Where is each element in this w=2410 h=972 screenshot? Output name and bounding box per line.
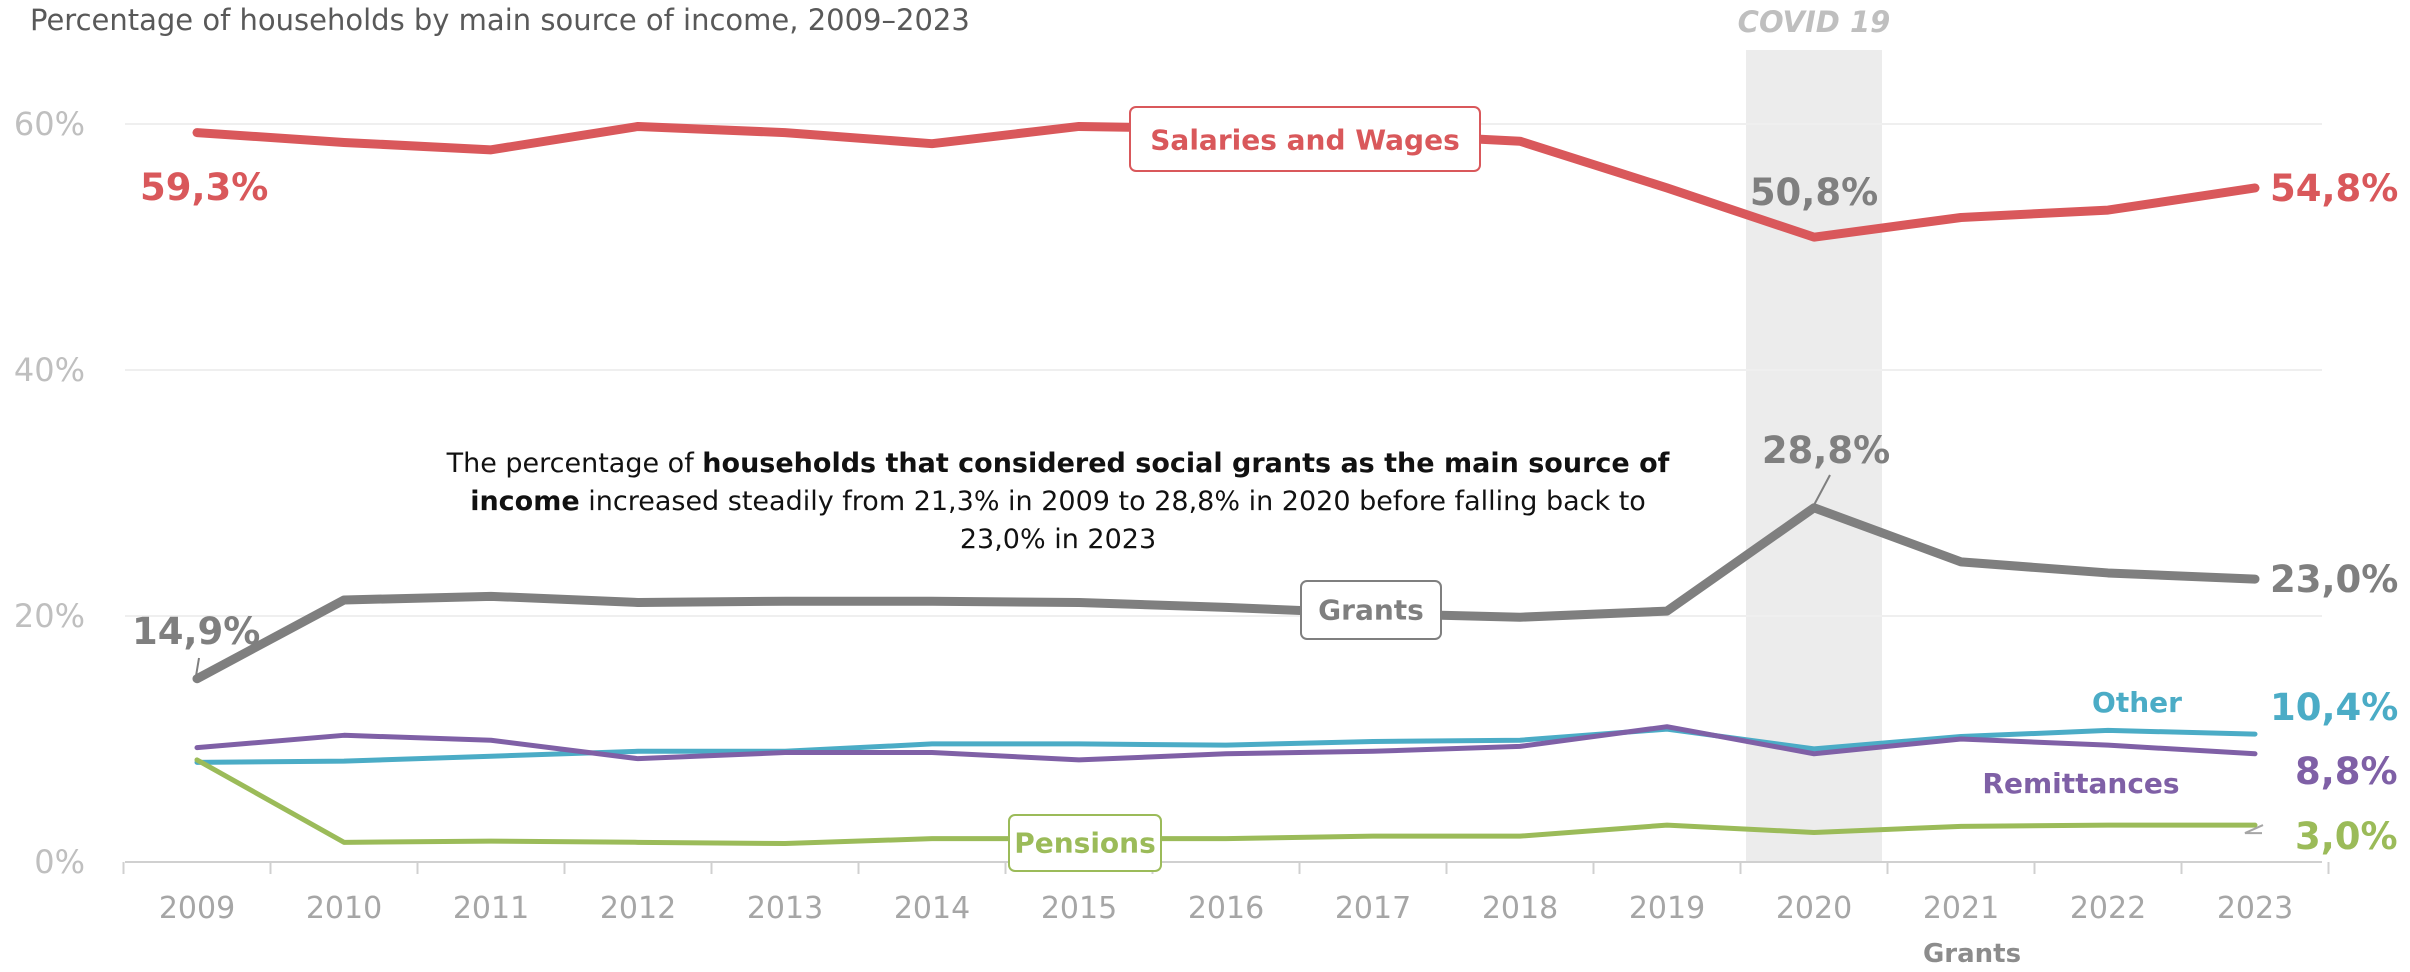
end-value-label: 54,8% — [2270, 167, 2398, 210]
series-label-text: Grants — [1318, 593, 1424, 626]
x-axis-label: Grants — [1923, 939, 2021, 969]
series-label-box — [1300, 580, 1442, 640]
x-tick-label: 2018 — [1482, 891, 1558, 926]
x-tick-label: 2011 — [453, 891, 529, 926]
end-value-label: 3,0% — [2295, 815, 2398, 858]
series-name-label: Pensions — [1008, 814, 1162, 872]
annotation-segment: 23,0% in 2023 — [960, 524, 1156, 555]
x-tick-label: 2022 — [2070, 891, 2146, 926]
peak-value-label: 28,8% — [1762, 429, 1890, 472]
y-tick-label: 0% — [34, 843, 85, 881]
end-value-label: 23,0% — [2270, 558, 2398, 601]
x-tick-label: 2009 — [159, 891, 235, 926]
x-tick-label: 2016 — [1188, 891, 1264, 926]
x-tick-label: 2019 — [1629, 891, 1705, 926]
end-value-label: 8,8% — [2295, 750, 2398, 793]
annotation-line: income increased steadily from 21,3% in … — [470, 486, 1646, 517]
leader-line — [195, 657, 200, 677]
series-line-grants — [192, 503, 2260, 684]
annotation-segment: The percentage of — [446, 448, 703, 479]
series-label-box — [1129, 106, 1481, 172]
annotation-segment: increased steadily from 21,3% in 2009 to… — [580, 486, 1646, 517]
series-label-text: Pensions — [1014, 827, 1156, 860]
y-tick-label: 20% — [14, 597, 85, 635]
x-tick-label: 2013 — [747, 891, 823, 926]
series-line-pensions — [194, 757, 2258, 847]
series-line-other — [194, 726, 2258, 765]
x-tick-label: 2023 — [2217, 891, 2293, 926]
x-tick-label: 2021 — [1923, 891, 1999, 926]
leader-line — [1813, 474, 1831, 506]
x-tick-label: 2010 — [306, 891, 382, 926]
first-value-label: 14,9% — [132, 610, 260, 653]
leader-line — [2244, 824, 2264, 835]
chart-title: Percentage of households by main source … — [30, 3, 970, 37]
covid-highlight: COVID 19 — [1738, 5, 1891, 862]
data-labels: Salaries and Wages 59,3% 50,8% 54,8% Grants 1… — [132, 106, 2398, 872]
y-tick-label: 40% — [14, 351, 85, 389]
series-label-text: Salaries and Wages — [1150, 123, 1459, 156]
x-tick-label: 2020 — [1776, 891, 1852, 926]
peak-value-label: 50,8% — [1750, 171, 1878, 214]
series-lines — [192, 121, 2260, 847]
y-axis: 0% 20% 40% 60% — [14, 105, 85, 881]
series-name-label: Grants — [1300, 580, 1442, 640]
end-value-label: 10,4% — [2270, 686, 2398, 729]
series-name-label: Salaries and Wages — [1129, 106, 1481, 172]
series-line-remittances — [194, 724, 2258, 763]
x-tick-label: 2017 — [1335, 891, 1411, 926]
annotation-line: 23,0% in 2023 — [960, 524, 1156, 555]
x-tick-label: 2014 — [894, 891, 970, 926]
x-tick-label: 2015 — [1041, 891, 1117, 926]
series-label-text: Remittances — [1982, 767, 2179, 800]
covid-band — [1746, 50, 1882, 862]
series-label-text: Other — [2092, 686, 2182, 719]
x-axis: 2009 2010 2011 2012 2013 2014 2015 2016 2017 2018… — [122, 862, 2330, 926]
x-tick-label: 2012 — [600, 891, 676, 926]
first-value-label: 59,3% — [140, 166, 268, 209]
annotation-segment: households that considered social grants… — [702, 448, 1669, 479]
covid-label: COVID 19 — [1738, 5, 1891, 39]
annotation-text: The percentage of households that consid… — [446, 448, 1670, 555]
annotation-segment: income — [470, 486, 579, 517]
annotation-line: The percentage of households that consid… — [446, 448, 1670, 479]
y-tick-label: 60% — [14, 105, 85, 143]
series-label-box — [1008, 814, 1162, 872]
